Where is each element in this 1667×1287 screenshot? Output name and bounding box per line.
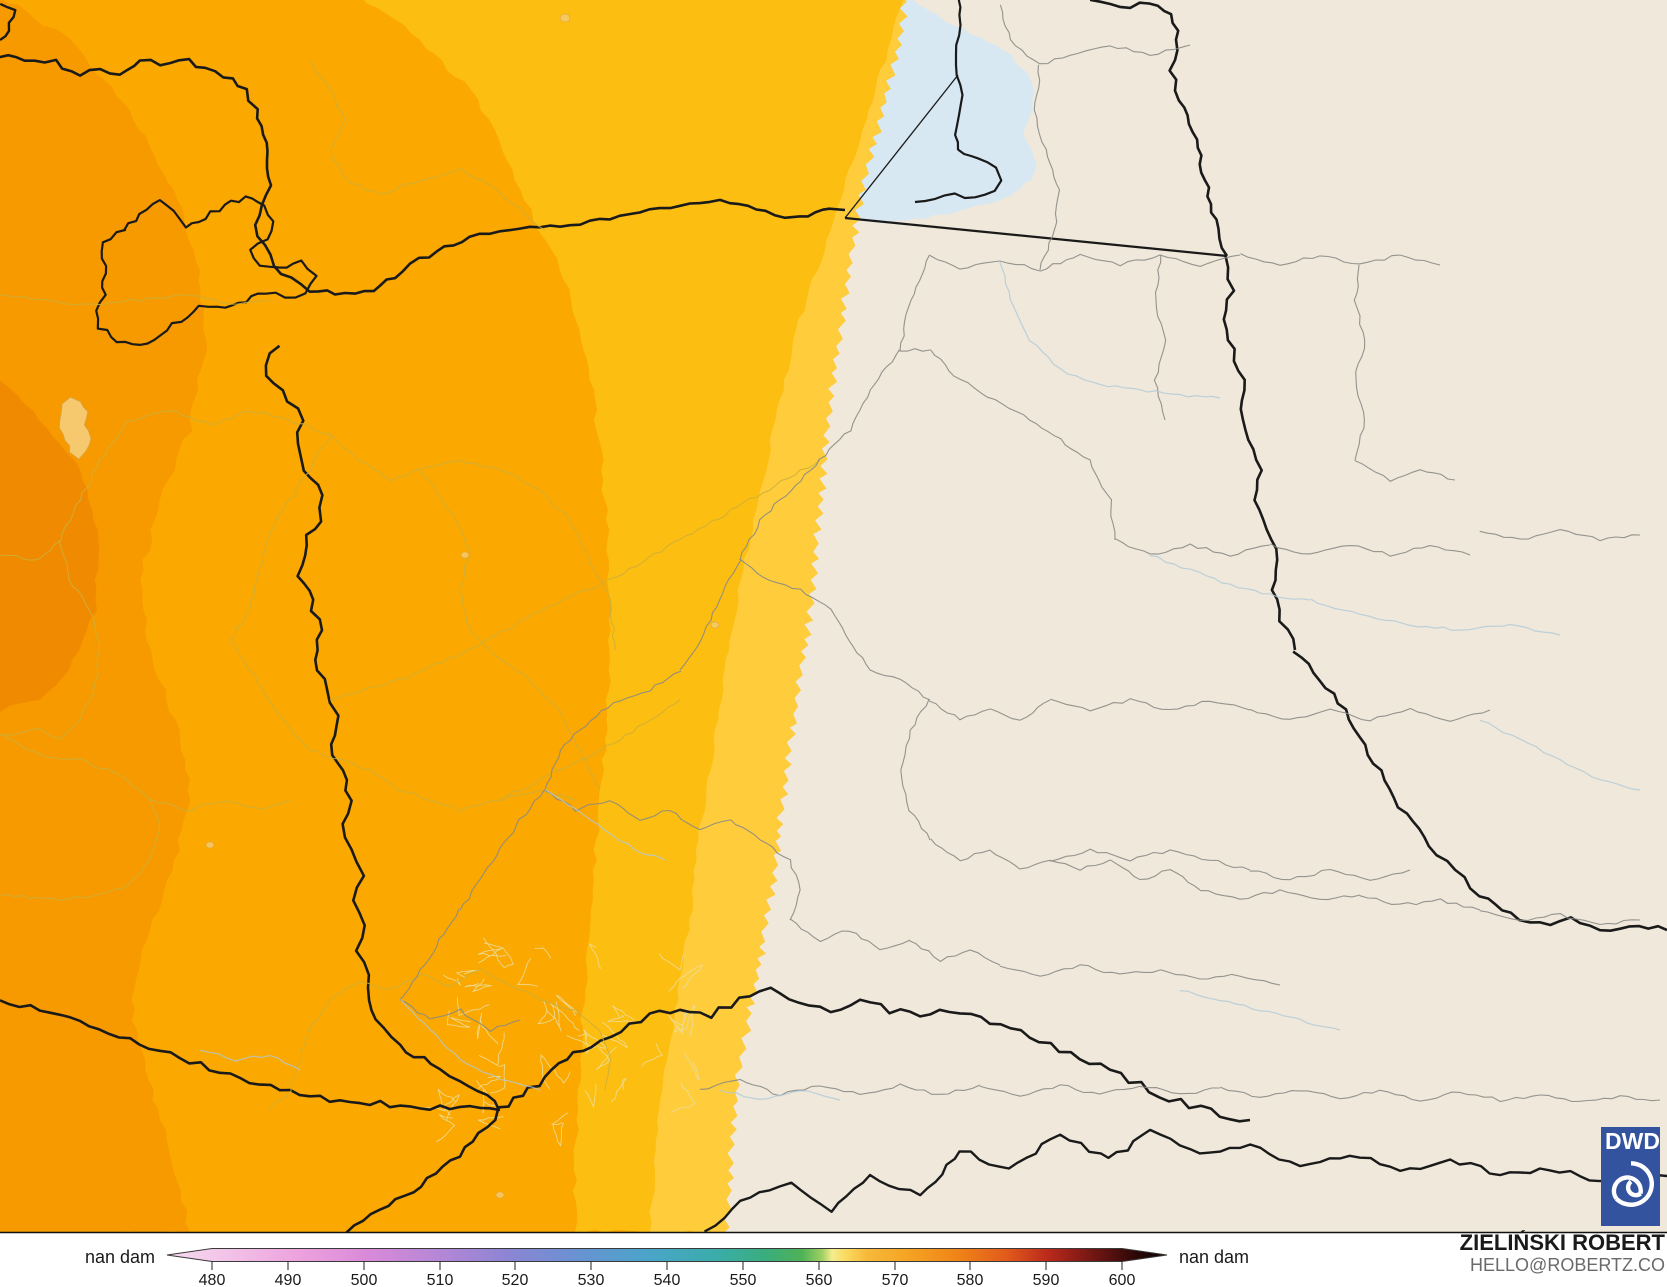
svg-text:580: 580: [957, 1272, 984, 1287]
svg-text:480: 480: [199, 1272, 226, 1287]
svg-text:ZIELIŃSKI ROBERT: ZIELIŃSKI ROBERT: [1460, 1230, 1666, 1255]
svg-text:540: 540: [654, 1272, 681, 1287]
svg-text:nan dam: nan dam: [1179, 1247, 1249, 1267]
svg-text:520: 520: [502, 1272, 529, 1287]
svg-text:510: 510: [427, 1272, 454, 1287]
svg-text:HELLO@ROBERTZ.CO: HELLO@ROBERTZ.CO: [1470, 1255, 1665, 1275]
svg-text:550: 550: [730, 1272, 757, 1287]
svg-text:600: 600: [1109, 1272, 1136, 1287]
svg-text:DWD: DWD: [1605, 1128, 1660, 1154]
svg-text:560: 560: [806, 1272, 833, 1287]
svg-text:490: 490: [275, 1272, 302, 1287]
svg-text:570: 570: [882, 1272, 909, 1287]
svg-text:590: 590: [1033, 1272, 1060, 1287]
svg-text:nan dam: nan dam: [85, 1247, 155, 1267]
svg-text:530: 530: [578, 1272, 605, 1287]
svg-text:500: 500: [351, 1272, 378, 1287]
